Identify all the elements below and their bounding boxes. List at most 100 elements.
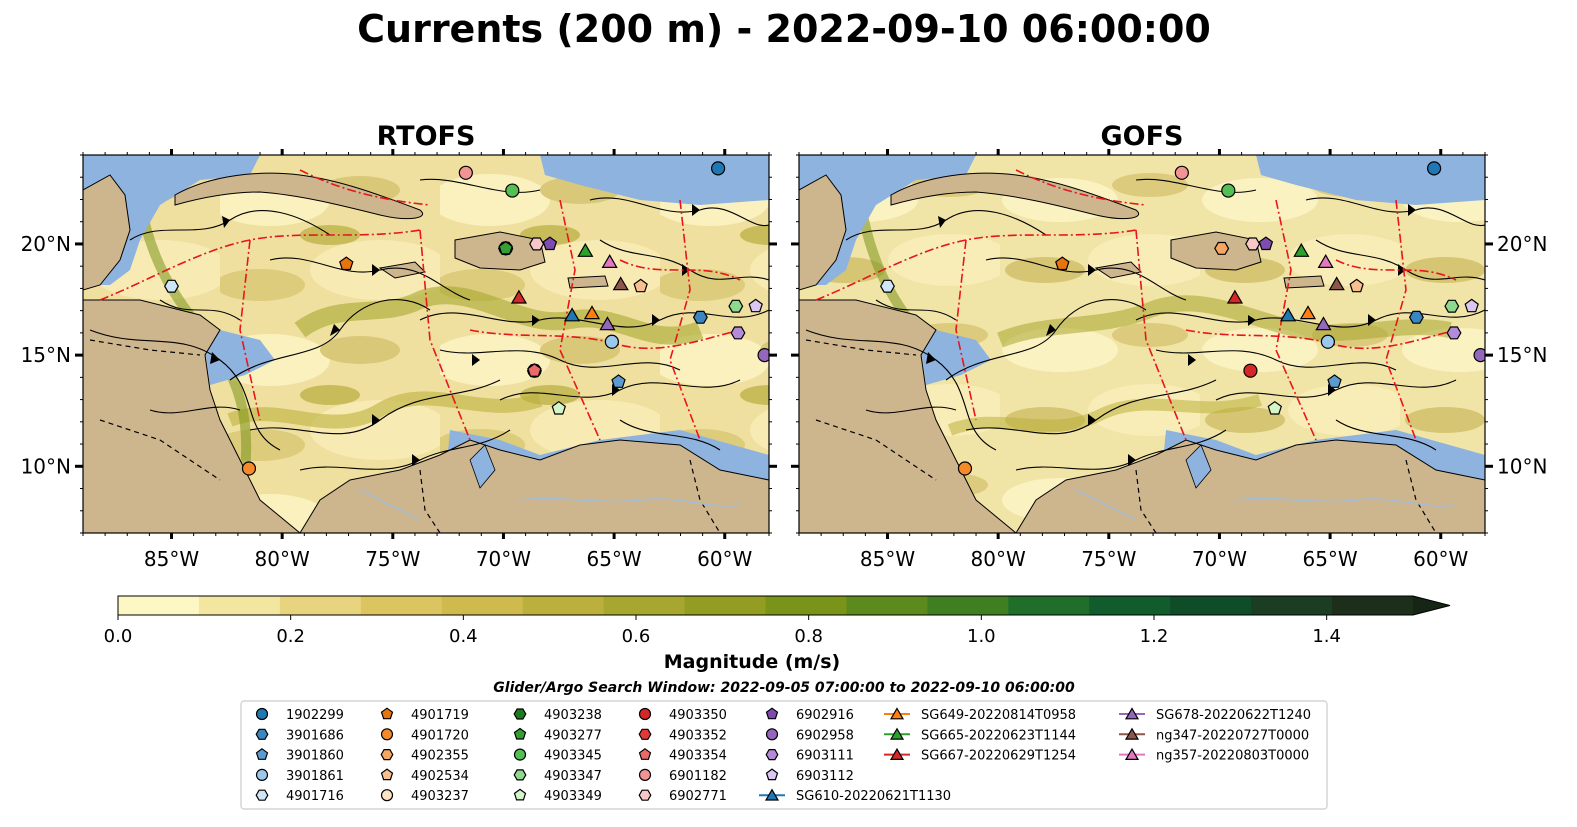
legend-entry: SG649-20220814T0958 — [884, 707, 1076, 723]
lon-tick-label: 75°W — [365, 547, 420, 571]
platform-marker — [633, 278, 648, 293]
legend-label: 4903352 — [669, 728, 727, 743]
legend-entry: 6903111 — [765, 749, 854, 764]
legend-marker — [1124, 747, 1140, 761]
legend-label: SG610-20220621T1130 — [796, 789, 951, 804]
platform-marker — [1446, 326, 1462, 340]
colorbar-tick-label: 1.4 — [1312, 626, 1341, 647]
legend-entry: 6901182 — [638, 768, 727, 784]
shallow-water — [799, 155, 976, 285]
legend-marker — [255, 728, 269, 740]
colorbar-extend-arrow — [1413, 596, 1450, 615]
legend-label: 3901861 — [286, 769, 344, 784]
platform-marker — [577, 242, 594, 257]
colorbar-tick-label: 0.0 — [104, 626, 133, 647]
platform-marker — [748, 298, 763, 313]
platform-markers-rtofs — [164, 161, 769, 476]
legend-marker — [889, 727, 905, 740]
platform-marker — [1226, 289, 1244, 304]
map-panel-gofs — [799, 155, 1485, 533]
legend-label: SG649-20220814T0958 — [921, 708, 1076, 723]
legend-label: SG678-20220622T1240 — [1156, 708, 1311, 723]
platform-marker — [711, 161, 726, 176]
strong-current-band — [294, 286, 704, 345]
platform-marker — [498, 240, 513, 255]
legend-marker — [255, 789, 269, 801]
legend-marker — [513, 769, 527, 781]
platform-marker — [1315, 316, 1332, 331]
legend-label: SG665-20220623T1144 — [921, 728, 1076, 743]
platform-marker — [551, 400, 567, 415]
legend-entry: 4903347 — [513, 769, 602, 784]
colorbar-segment — [1332, 596, 1414, 615]
eez-boundaries — [815, 169, 1457, 441]
colorbar-segment — [1251, 596, 1333, 615]
colorbar-segment — [522, 596, 605, 615]
lon-tick-label: 65°W — [586, 547, 641, 571]
platform-marker — [1320, 334, 1335, 349]
colorbar-segment — [441, 596, 524, 615]
lon-tick-label: 60°W — [697, 547, 752, 571]
lon-tick-label: 85°W — [144, 547, 199, 571]
platform-marker — [583, 305, 601, 320]
platform-marker — [1427, 161, 1442, 176]
land-jamaica — [1094, 261, 1143, 279]
platform-marker — [164, 279, 179, 293]
legend-label: 4901719 — [411, 708, 469, 723]
legend-marker — [380, 748, 394, 761]
legend-marker — [638, 728, 652, 740]
map-panel-rtofs — [83, 155, 769, 533]
legend-entry: 4901719 — [380, 707, 469, 723]
stream-arrows — [926, 204, 1416, 466]
legend-label: 4901716 — [286, 789, 344, 804]
legend-box — [240, 700, 1328, 810]
stream-arrows — [210, 204, 700, 466]
legend-label: 3901686 — [286, 728, 344, 743]
legend-entry: 4903277 — [513, 727, 602, 743]
legend-marker — [380, 789, 394, 802]
colorbar-segment — [360, 596, 443, 615]
legend-entry: 6902916 — [765, 707, 854, 723]
platform-marker — [1444, 299, 1460, 313]
legend-marker — [765, 707, 779, 720]
platform-marker — [1299, 305, 1317, 320]
legend-label: 4903345 — [544, 749, 602, 764]
legend-label: 6901182 — [669, 769, 727, 784]
platform-marker — [339, 256, 354, 271]
legend-label: 4903354 — [669, 749, 727, 764]
colorbar-segment — [684, 596, 767, 615]
legend-marker — [513, 708, 527, 720]
colorbar: 0.0 0.2 0.4 0.6 0.8 1.0 1.2 1.4 — [104, 595, 1451, 647]
colorbar-tick-label: 0.2 — [276, 626, 305, 647]
legend-marker — [380, 768, 394, 781]
platform-marker — [1464, 298, 1479, 313]
legend-entry: ng347-20220727T0000 — [1119, 727, 1309, 743]
lat-tick-label: 15°N — [1497, 343, 1547, 367]
colorbar-outline — [117, 595, 1451, 616]
rivers — [359, 489, 741, 521]
lon-tick-label: 70°W — [1192, 547, 1247, 571]
land-south-america — [1015, 439, 1485, 533]
lat-tick-label: 20°N — [21, 232, 71, 256]
platform-marker — [1293, 242, 1310, 257]
platform-markers-gofs — [880, 161, 1485, 476]
legend-marker — [764, 788, 780, 801]
lat-tick-label: 20°N — [1497, 232, 1547, 256]
eez-boundaries — [99, 169, 741, 441]
strong-current-band — [997, 295, 1452, 348]
legend-label: 6903111 — [796, 749, 854, 764]
land-puerto-rico — [1283, 275, 1325, 289]
legend-label: 4903237 — [411, 789, 469, 804]
shallow-water — [921, 330, 991, 385]
platform-marker — [505, 183, 520, 198]
legend-entry: 4903350 — [638, 707, 727, 723]
figure-title: Currents (200 m) - 2022-09-10 06:00:00 — [357, 7, 1211, 51]
platform-marker — [1279, 307, 1297, 322]
legend-marker — [513, 788, 527, 801]
land-central-america — [799, 174, 847, 291]
shallow-water — [205, 330, 275, 385]
platform-marker — [1328, 276, 1345, 291]
legend-entry: 4901720 — [380, 728, 469, 743]
legend-label: 6903112 — [796, 769, 854, 784]
colorbar-segment — [1089, 596, 1171, 615]
